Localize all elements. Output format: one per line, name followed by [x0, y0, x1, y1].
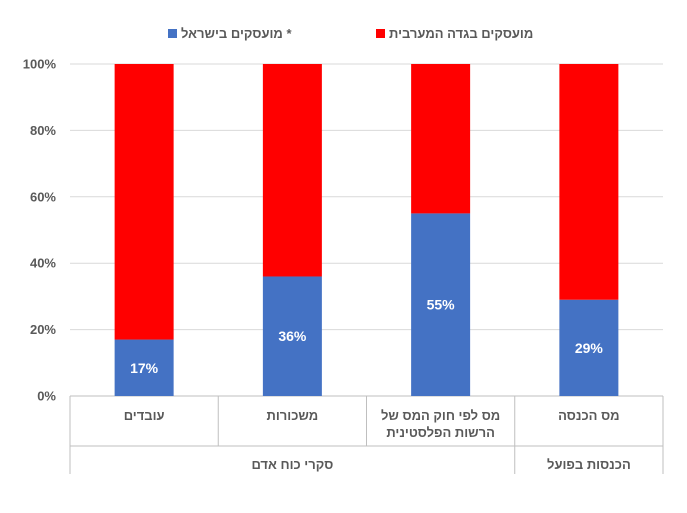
bar-segment: [411, 213, 471, 396]
bars: 17% 36% 55% 29%: [114, 64, 619, 396]
bar-segment: [262, 276, 322, 396]
legend-swatch: [376, 29, 385, 38]
y-tick-label: 0%: [37, 389, 56, 404]
y-tick-label: 80%: [30, 123, 56, 138]
data-label: 55%: [427, 297, 456, 313]
bar-segment: [411, 64, 471, 214]
bar-segment: [114, 64, 174, 340]
y-tick-label: 100%: [23, 57, 57, 72]
group-label: סקרי כוח אדם: [251, 457, 333, 472]
y-tick-label: 20%: [30, 322, 56, 337]
data-label: 36%: [278, 328, 307, 344]
x-tick-label: משכורות: [267, 408, 319, 423]
data-label: 17%: [130, 360, 159, 376]
x-tick-label: הרשות הפלסטינית: [386, 425, 495, 440]
legend: מועסקים בישראל * מועסקים בגדה המערבית: [168, 26, 533, 41]
legend-label: מועסקים בישראל *: [181, 26, 292, 41]
y-tick-label: 60%: [30, 189, 56, 204]
bar-segment: [114, 339, 174, 396]
group-label: הכנסות בפועל: [547, 457, 631, 472]
legend-swatch: [168, 29, 177, 38]
bar-segment: [559, 299, 619, 396]
y-axis: 0% 20% 40% 60% 80% 100%: [23, 57, 57, 404]
x-tick-label: מס לפי חוק המס של: [381, 408, 500, 423]
x-tick-label: מס הכנסה: [558, 408, 619, 423]
bar-segment: [262, 64, 322, 277]
bar-segment: [559, 64, 619, 300]
x-tick-label: עובדים: [124, 408, 165, 423]
data-label: 29%: [575, 340, 604, 356]
x-axis: עובדים משכורות מס לפי חוק המס של הרשות הפלס…: [69, 396, 664, 474]
y-tick-label: 40%: [30, 256, 56, 271]
legend-label: מועסקים בגדה המערבית: [389, 26, 533, 41]
